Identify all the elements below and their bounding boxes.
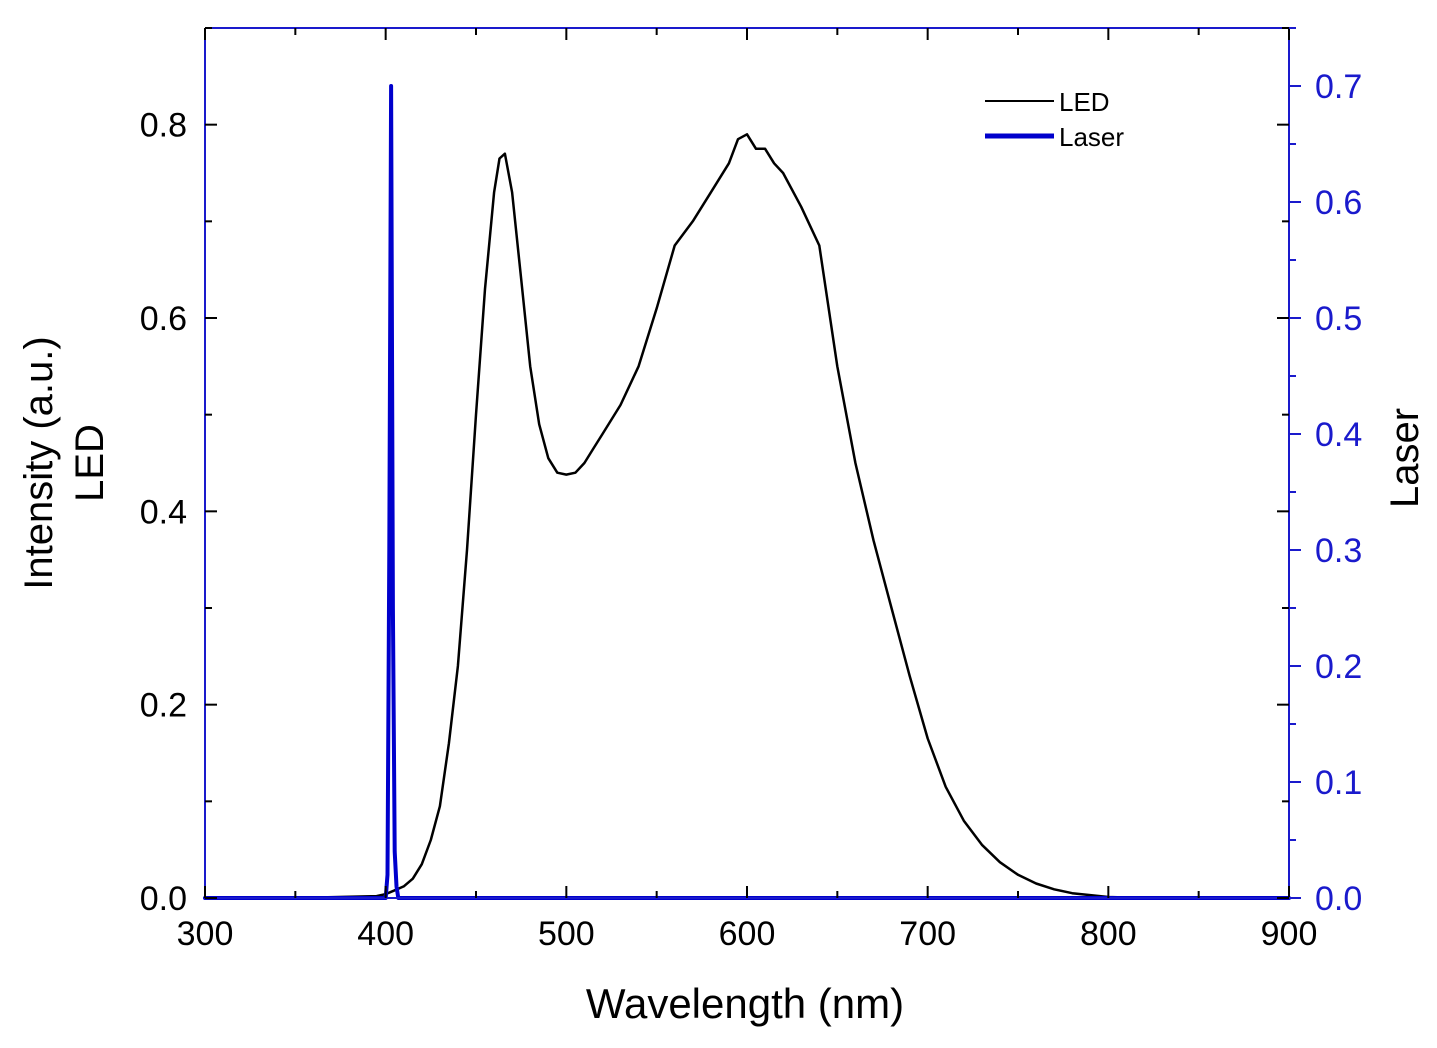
legend-label-led: LED	[1059, 87, 1110, 117]
x-tick-label: 600	[719, 915, 776, 953]
right-y-tick-label: 0.4	[1315, 416, 1362, 454]
left-y-axis-title-line2: LED	[68, 424, 112, 502]
left-y-tick-label: 0.4	[140, 493, 187, 531]
right-y-axis-title: Laser	[1383, 408, 1427, 508]
right-y-tick-label: 0.5	[1315, 300, 1362, 338]
right-y-tick-label: 0.1	[1315, 764, 1362, 802]
right-y-tick-label: 0.0	[1315, 880, 1362, 918]
x-tick-label: 300	[177, 915, 234, 953]
right-y-tick-label: 0.6	[1315, 184, 1362, 222]
x-tick-label: 400	[357, 915, 414, 953]
series-line-led	[203, 133, 1291, 900]
x-axis-title: Wavelength (nm)	[586, 980, 904, 1027]
x-tick-label: 500	[538, 915, 595, 953]
left-y-tick-label: 0.0	[140, 880, 187, 918]
left-y-tick-label: 0.6	[140, 300, 187, 338]
right-y-tick-label: 0.7	[1315, 68, 1362, 106]
x-tick-label: 800	[1080, 915, 1137, 953]
left-y-axis-title-line1: Intensity (a.u.)	[17, 336, 61, 589]
legend: LED Laser	[985, 87, 1124, 152]
left-y-tick-label: 0.2	[140, 687, 187, 725]
x-tick-label: 700	[899, 915, 956, 953]
ticks-layer: 300 400 500 600 700 800 9000.00.20.40.60.80.00…	[140, 27, 1362, 953]
right-y-tick-label: 0.2	[1315, 648, 1362, 686]
legend-label-laser: Laser	[1059, 122, 1124, 152]
x-tick-label: 900	[1261, 915, 1318, 953]
right-y-tick-label: 0.3	[1315, 532, 1362, 570]
left-y-tick-label: 0.8	[140, 107, 187, 145]
